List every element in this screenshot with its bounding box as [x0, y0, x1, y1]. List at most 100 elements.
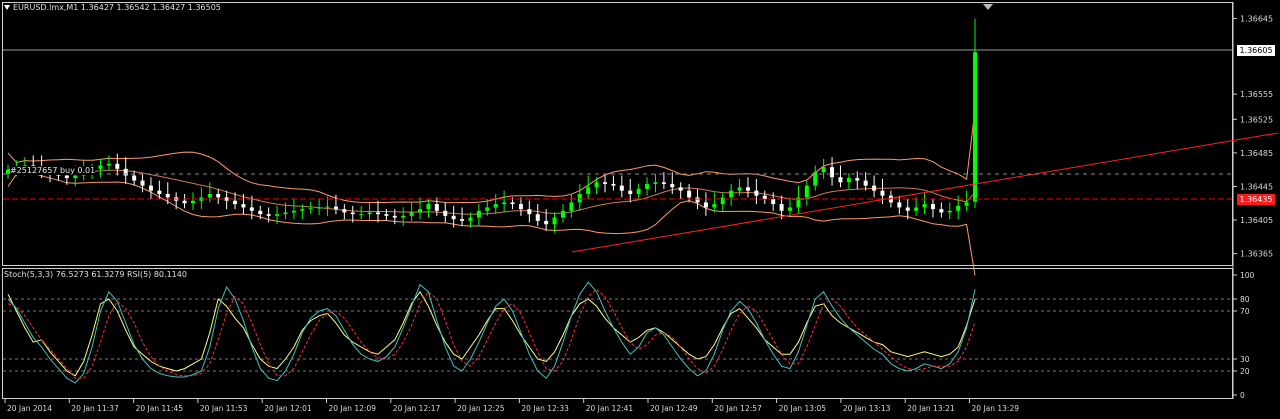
- candle-body: [283, 212, 288, 215]
- candle-body: [359, 214, 364, 216]
- candle-body: [434, 204, 439, 211]
- candle-body: [502, 202, 507, 205]
- candle-body: [560, 210, 565, 218]
- candle-body: [586, 187, 591, 195]
- order-label[interactable]: #25127657 buy 0.01: [10, 166, 96, 175]
- candle-body: [678, 187, 683, 191]
- candle-body: [619, 185, 624, 191]
- candle-body: [729, 190, 734, 198]
- candle-body: [947, 210, 952, 213]
- candle-body: [258, 210, 263, 215]
- time-tick-label: 20 Jan 11:45: [136, 404, 184, 413]
- chart-shift-marker-icon[interactable]: [983, 4, 993, 10]
- indicator-tick-label: 100: [1240, 271, 1255, 280]
- candle-body: [350, 212, 355, 215]
- indicator-tick-label: 80: [1240, 295, 1250, 304]
- bollinger-middle: [7, 166, 976, 215]
- candle-body: [165, 194, 170, 198]
- candle-body: [190, 200, 195, 204]
- collapse-triangle-icon[interactable]: [4, 5, 10, 10]
- candle-body: [518, 204, 523, 210]
- chart-header: EURUSD.lmx,M1 1.36427 1.36542 1.36427 1.…: [4, 3, 221, 12]
- candle-body: [645, 183, 650, 189]
- candle-body: [628, 190, 633, 195]
- indicator-frame: [2, 268, 1233, 399]
- candle-body: [930, 204, 935, 210]
- time-axis: 20 Jan 2014 20 Jan 11:37 20 Jan 11:45 20 Ja…: [4, 399, 1020, 413]
- time-tick-label: 20 Jan 11:53: [200, 404, 248, 413]
- candle-body: [375, 212, 380, 215]
- price-tick-label: 1.36555: [1240, 90, 1273, 99]
- time-tick-label: 20 Jan 13:21: [907, 404, 955, 413]
- bollinger-upper: [7, 109, 976, 204]
- candle-body: [468, 217, 473, 221]
- candle-body: [905, 207, 910, 211]
- candle-body: [317, 207, 322, 209]
- candle-body: [443, 210, 448, 216]
- candle-body: [241, 204, 246, 208]
- candle-body: [552, 217, 557, 225]
- price-tick-label: 1.36405: [1240, 216, 1273, 225]
- candle-body: [922, 204, 927, 208]
- main-chart-frame: [2, 2, 1233, 266]
- candle-body: [964, 202, 969, 206]
- candle-body: [720, 197, 725, 205]
- candle-body: [661, 182, 666, 184]
- candle-body: [140, 180, 145, 186]
- candle-body: [148, 185, 153, 191]
- candle-body: [98, 165, 103, 169]
- candle-body: [291, 210, 296, 213]
- candle-body: [132, 175, 137, 181]
- candle-body: [872, 185, 877, 191]
- price-tick-label: 1.36525: [1240, 115, 1273, 124]
- time-tick-label: 20 Jan 12:17: [393, 404, 441, 413]
- candle-body: [384, 214, 389, 216]
- time-tick-label: 20 Jan 13:29: [972, 404, 1020, 413]
- candle-body: [830, 167, 835, 178]
- time-tick-label: 20 Jan 12:41: [586, 404, 634, 413]
- candle-body: [300, 209, 305, 211]
- candle-body: [779, 204, 784, 211]
- candle-body: [939, 209, 944, 213]
- candle-body: [880, 190, 885, 196]
- candle-body: [544, 220, 549, 225]
- candle-body: [6, 169, 10, 174]
- candle-body: [603, 182, 608, 184]
- candle-body: [342, 209, 347, 213]
- candle-body: [115, 163, 120, 169]
- bollinger-lower: [7, 173, 976, 276]
- candle-body: [703, 202, 708, 208]
- candle-body: [333, 206, 338, 210]
- indicator-tick-label: 20: [1240, 367, 1250, 376]
- price-tick-label: 1.36365: [1240, 250, 1273, 259]
- candle-body: [73, 175, 78, 179]
- time-tick-label: 20 Jan 12:57: [714, 404, 762, 413]
- candle-body: [476, 210, 481, 218]
- candle-body: [855, 178, 860, 181]
- candle-body: [325, 206, 330, 208]
- candle-body: [594, 182, 599, 188]
- time-tick-label: 20 Jan 12:25: [457, 404, 505, 413]
- candle-body: [527, 209, 532, 215]
- indicator-tick-label: 30: [1240, 355, 1250, 364]
- candle-body: [771, 199, 776, 205]
- candle-body: [788, 207, 793, 211]
- price-tick-label: 1.36485: [1240, 149, 1273, 158]
- time-tick-label: 20 Jan 12:33: [521, 404, 569, 413]
- indicator-tick-label: 70: [1240, 307, 1250, 316]
- candle-body: [123, 168, 128, 176]
- time-tick-label: 20 Jan 13:13: [843, 404, 891, 413]
- candle-body: [796, 197, 801, 208]
- candle-body: [695, 197, 700, 203]
- candle-body: [712, 204, 717, 208]
- time-tick-label: 20 Jan 12:01: [264, 404, 312, 413]
- candle-body: [106, 163, 111, 166]
- trendline[interactable]: [571, 132, 1279, 253]
- candle-body: [973, 52, 977, 202]
- candle-body: [653, 182, 658, 184]
- candle-body: [813, 172, 818, 186]
- candle-body: [510, 202, 515, 205]
- current-price-tag: 1.36605: [1237, 45, 1275, 56]
- candle-body: [577, 194, 582, 203]
